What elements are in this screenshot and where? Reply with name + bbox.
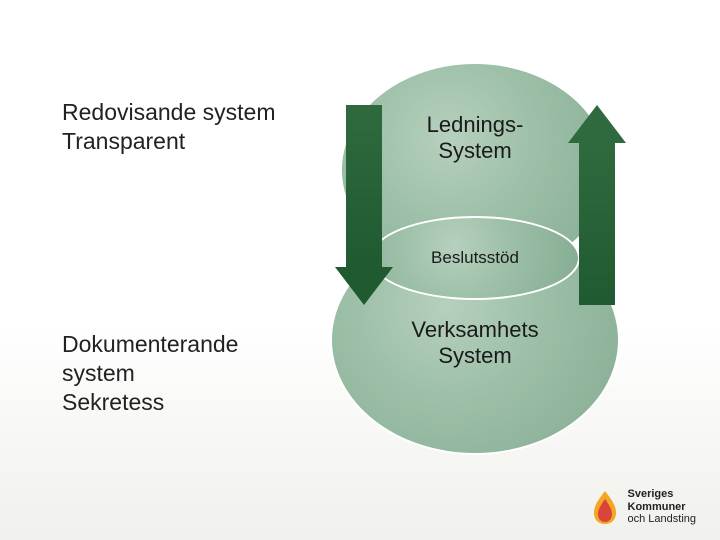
ellipse-middle-label: Beslutsstöd bbox=[431, 248, 519, 267]
ellipse-top-label-1: Lednings- bbox=[427, 112, 524, 137]
arrow-up bbox=[568, 105, 626, 305]
text-bottom-line2: system bbox=[62, 360, 135, 386]
logo-line2: Kommuner bbox=[628, 501, 697, 514]
text-redovisande: Redovisande system Transparent bbox=[62, 98, 276, 156]
ellipse-bottom-label-1: Verksamhets bbox=[411, 317, 538, 342]
ellipse-top-label-2: System bbox=[438, 138, 511, 163]
text-top-line1: Redovisande system bbox=[62, 99, 276, 125]
logo-line1: Sveriges bbox=[628, 488, 697, 501]
text-bottom-line3: Sekretess bbox=[62, 389, 164, 415]
ellipse-bottom-label-2: System bbox=[438, 343, 511, 368]
ellipse-beslutsstod: Beslutsstöd bbox=[370, 216, 580, 300]
logo-line3: och Landsting bbox=[628, 513, 697, 526]
arrow-down bbox=[335, 105, 393, 305]
text-dokumenterande: Dokumenterande system Sekretess bbox=[62, 330, 238, 416]
text-bottom-line1: Dokumenterande bbox=[62, 331, 238, 357]
logo-text: Sveriges Kommuner och Landsting bbox=[628, 488, 697, 526]
diagram-stage: Lednings- System Verksamhets System Besl… bbox=[0, 0, 720, 540]
flame-icon bbox=[590, 489, 620, 525]
text-top-line2: Transparent bbox=[62, 128, 185, 154]
logo-skl: Sveriges Kommuner och Landsting bbox=[590, 488, 697, 526]
